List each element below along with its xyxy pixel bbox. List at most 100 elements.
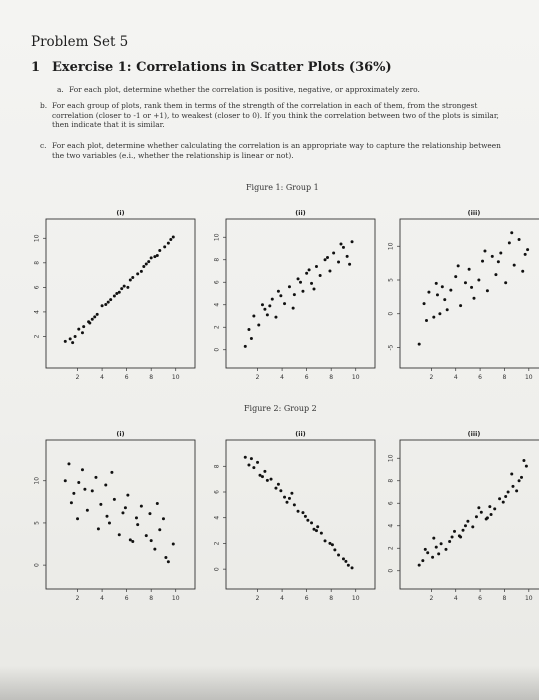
data-point: [104, 303, 108, 307]
figure1-title: Figure 1: Group 1: [246, 183, 319, 192]
plot-label: (ii): [295, 430, 305, 438]
plot-frame: [225, 439, 376, 590]
x-tick-label: 2: [76, 595, 80, 602]
data-point: [463, 524, 467, 528]
data-point: [88, 321, 92, 325]
item-text-line: For each plot, determine whether the cor…: [69, 85, 420, 94]
y-tick-label: -5: [388, 344, 395, 350]
item-label: c.: [40, 141, 47, 150]
data-point: [434, 281, 438, 285]
y-tick-label: 10: [214, 233, 221, 241]
x-tick-label: 8: [149, 374, 153, 381]
data-point: [99, 502, 103, 506]
data-point: [283, 495, 287, 499]
data-point: [112, 294, 116, 298]
item-text-line: then indicate that it is similar.: [52, 120, 165, 130]
data-point: [483, 249, 487, 253]
data-point: [107, 521, 111, 525]
data-point: [115, 292, 119, 295]
data-point: [110, 470, 114, 474]
data-point: [257, 323, 261, 327]
data-point: [310, 521, 314, 525]
data-point: [310, 281, 314, 285]
data-point: [121, 511, 125, 515]
data-point: [166, 241, 170, 245]
data-point: [265, 478, 269, 482]
data-point: [263, 307, 267, 311]
data-point: [312, 287, 316, 291]
data-point: [507, 241, 511, 245]
plot-frame: [225, 218, 376, 369]
data-point: [524, 464, 528, 468]
x-tick-label: 4: [454, 374, 458, 381]
data-point: [510, 231, 514, 235]
data-point: [326, 256, 329, 259]
y-tick-label: 10: [34, 477, 41, 485]
plot-label: (i): [116, 430, 124, 438]
data-point: [73, 334, 77, 338]
data-point: [123, 506, 127, 510]
data-point: [438, 312, 442, 316]
data-point: [440, 285, 444, 289]
x-tick-label: 10: [525, 595, 533, 602]
item-label: a.: [57, 85, 64, 94]
y-tick-label: 0: [388, 569, 395, 573]
data-point: [144, 534, 148, 538]
data-point: [128, 538, 132, 542]
data-point: [517, 238, 521, 241]
data-point: [90, 317, 94, 321]
data-point: [350, 240, 354, 244]
data-point: [510, 472, 514, 476]
data-point: [63, 479, 67, 483]
plot-label: (i): [116, 209, 124, 217]
data-point: [488, 505, 492, 509]
data-point: [472, 296, 476, 300]
data-point: [337, 553, 341, 557]
data-point: [128, 278, 132, 282]
data-point: [314, 265, 318, 268]
data-point: [466, 519, 470, 523]
data-point: [499, 251, 503, 255]
y-tick-label: 8: [34, 261, 41, 265]
data-point: [463, 281, 467, 285]
data-point: [323, 258, 327, 262]
data-point: [444, 547, 448, 551]
data-point: [522, 459, 526, 462]
x-tick-label: 2: [256, 595, 260, 602]
data-point: [303, 514, 307, 518]
data-point: [153, 255, 157, 259]
data-point: [459, 304, 463, 308]
data-point: [274, 315, 278, 319]
data-point: [337, 260, 341, 264]
data-point: [431, 555, 435, 559]
x-tick-label: 4: [100, 595, 104, 602]
data-point: [453, 529, 457, 533]
data-point: [344, 559, 348, 563]
data-point: [437, 552, 441, 556]
data-point: [249, 457, 253, 461]
data-point: [481, 259, 485, 263]
data-point: [269, 477, 273, 481]
data-point: [494, 273, 498, 277]
data-point: [296, 277, 300, 281]
y-tick-label: 6: [34, 285, 41, 289]
data-point: [117, 290, 121, 294]
x-tick-label: 8: [329, 595, 333, 602]
data-point: [291, 306, 295, 310]
x-tick-label: 2: [429, 595, 433, 602]
y-tick-label: 0: [214, 348, 221, 352]
data-point: [243, 455, 247, 459]
data-point: [82, 325, 86, 329]
data-point: [333, 548, 337, 552]
data-point: [166, 560, 170, 564]
x-tick-label: 6: [478, 595, 482, 602]
data-point: [490, 254, 494, 258]
y-tick-label: 2: [388, 546, 395, 550]
data-point: [63, 339, 67, 343]
data-point: [470, 285, 474, 289]
data-point: [268, 304, 272, 308]
data-point: [306, 518, 310, 522]
y-tick-label: 2: [214, 325, 221, 329]
data-point: [76, 517, 80, 521]
